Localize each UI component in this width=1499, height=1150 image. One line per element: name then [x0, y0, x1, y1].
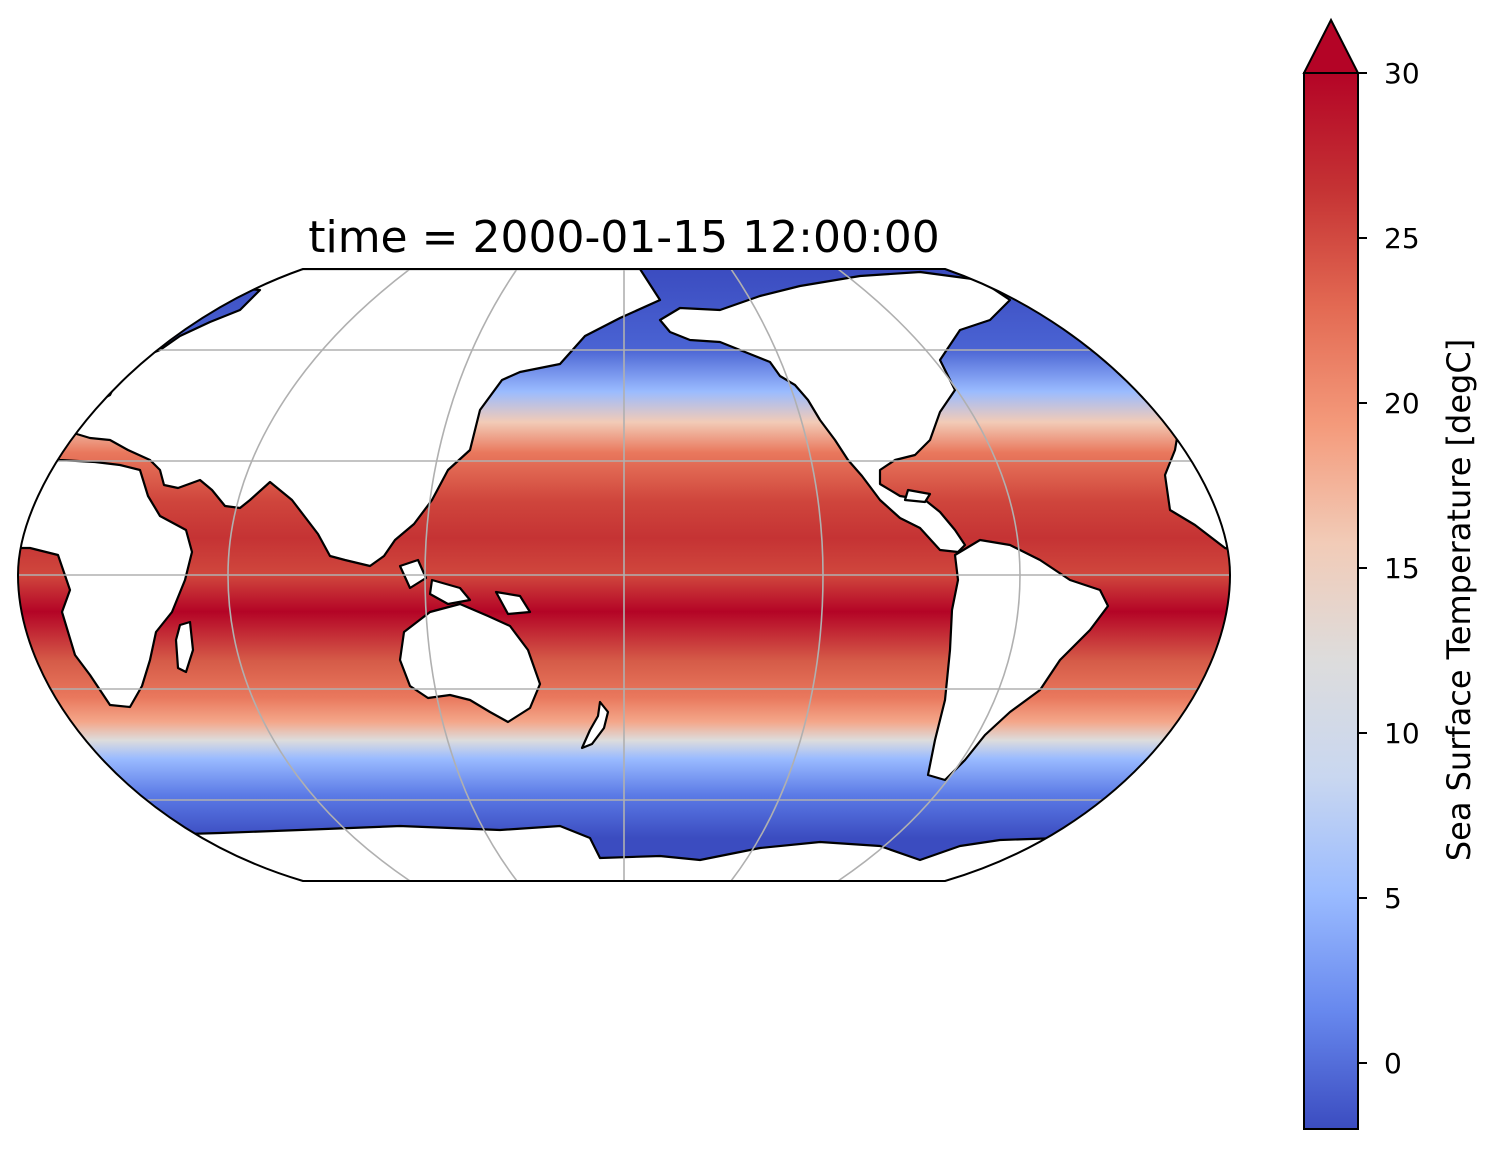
- colorbar-tick-label: 10: [1384, 717, 1420, 750]
- colorbar-label: Sea Surface Temperature [degC]: [1440, 339, 1478, 861]
- south-america: [926, 538, 1110, 782]
- colorbar-body: [1303, 72, 1359, 1130]
- colorbar-tick-label: 15: [1384, 552, 1420, 585]
- graticule: [18, 269, 1230, 881]
- colorbar-tick-label: 0: [1384, 1047, 1402, 1080]
- colorbar-ticks: 30 25 20 15 10 5 0: [1358, 57, 1420, 1080]
- map-panel: [16, 268, 1232, 882]
- colorbar-tick-label: 20: [1384, 387, 1420, 420]
- australia: [398, 602, 610, 750]
- africa: [18, 450, 195, 709]
- madagascar: [174, 620, 195, 674]
- colorbar-extend-arrow: [1302, 17, 1360, 74]
- map-outline: [16, 268, 1232, 882]
- new-zealand: [580, 700, 610, 750]
- map-title: time = 2000-01-15 12:00:00: [308, 212, 940, 263]
- colorbar: 30 25 20 15 10 5 0 Sea Surface Temperature [de…: [1302, 17, 1478, 1130]
- colorbar-tick-label: 30: [1384, 57, 1420, 90]
- islands: [398, 488, 932, 616]
- colorbar-tick-label: 5: [1384, 882, 1402, 915]
- colorbar-tick-label: 25: [1384, 222, 1420, 255]
